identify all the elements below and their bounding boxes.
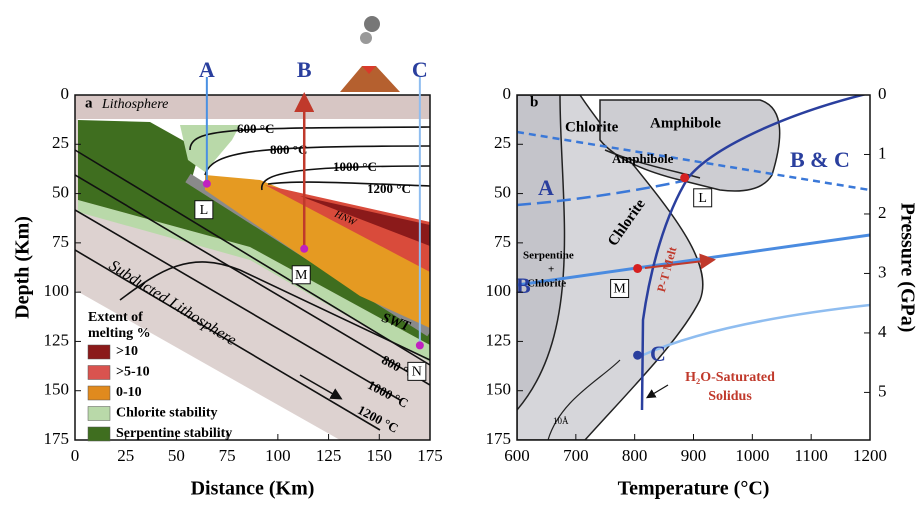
legend-swatch bbox=[88, 366, 110, 380]
legend-label: Chlorite stability bbox=[116, 406, 218, 421]
x-axis-title: Temperature (°C) bbox=[618, 478, 770, 500]
legend-label: >5-10 bbox=[116, 365, 150, 380]
y-tick-label: 150 bbox=[44, 380, 70, 399]
point bbox=[203, 180, 211, 188]
y-tick-label: 0 bbox=[61, 84, 70, 103]
point-label: M bbox=[613, 282, 626, 297]
y-tick-label: 150 bbox=[486, 380, 512, 399]
annotation: Solidus bbox=[708, 389, 752, 404]
point bbox=[300, 245, 308, 253]
annotation: Chlorite bbox=[527, 278, 566, 290]
point-label: L bbox=[200, 203, 209, 218]
legend-label: >10 bbox=[116, 344, 138, 359]
x-tick-label: 100 bbox=[265, 446, 291, 465]
y2-axis-title: Pressure (GPa) bbox=[896, 203, 918, 333]
y2-tick-label: 0 bbox=[878, 84, 887, 103]
x-tick-label: 600 bbox=[504, 446, 530, 465]
x-tick-label: 1000 bbox=[735, 446, 769, 465]
y-tick-label: 125 bbox=[44, 330, 70, 349]
y2-tick-label: 2 bbox=[878, 203, 887, 222]
y-tick-label: 100 bbox=[44, 281, 70, 300]
x-tick-label: 25 bbox=[117, 446, 134, 465]
point-label: L bbox=[698, 191, 707, 206]
annotation: Amphibole bbox=[612, 151, 674, 166]
point bbox=[633, 351, 642, 360]
legend-swatch bbox=[88, 345, 110, 359]
annotation: Chlorite bbox=[565, 119, 619, 135]
annotation: 10Å bbox=[553, 416, 569, 426]
x-tick-label: 175 bbox=[417, 446, 443, 465]
y-tick-label: 75 bbox=[52, 232, 69, 251]
x-tick-label: 1100 bbox=[794, 446, 827, 465]
y-tick-label: 175 bbox=[486, 429, 512, 448]
x-tick-label: 50 bbox=[168, 446, 185, 465]
y-tick-label: 75 bbox=[494, 232, 511, 251]
x-tick-label: 900 bbox=[681, 446, 707, 465]
legend-swatch bbox=[88, 386, 110, 400]
annotation: 1200 °C bbox=[367, 181, 411, 196]
legend-title: Extent of bbox=[88, 310, 143, 325]
y-tick-label: 100 bbox=[486, 281, 512, 300]
legend-swatch bbox=[88, 407, 110, 421]
annotation: Amphibole bbox=[650, 115, 721, 131]
annotation: 600 °C bbox=[237, 121, 274, 136]
point-label: N bbox=[412, 365, 422, 380]
y-tick-label: 125 bbox=[486, 330, 512, 349]
panel-label: a bbox=[85, 95, 93, 111]
phase-shapes bbox=[517, 93, 870, 440]
y-tick-label: 0 bbox=[503, 84, 512, 103]
legend-swatch bbox=[88, 427, 110, 441]
point bbox=[633, 264, 642, 273]
annotation: H₂O-Saturated bbox=[685, 370, 775, 385]
figure: a Lithosphere 600 °C 800 °C 1000 °C 1200… bbox=[0, 0, 922, 509]
point-label: M bbox=[295, 268, 308, 283]
x-tick-label: 0 bbox=[71, 446, 80, 465]
x-tick-label: 700 bbox=[563, 446, 589, 465]
y2-tick-label: 1 bbox=[878, 143, 887, 162]
y-tick-label: 25 bbox=[494, 133, 511, 152]
point bbox=[416, 341, 424, 349]
y2-tick-label: 5 bbox=[878, 381, 887, 400]
x-tick-label: 125 bbox=[316, 446, 342, 465]
volcano-plume bbox=[364, 16, 380, 32]
legend-title: melting % bbox=[88, 326, 151, 341]
point bbox=[680, 173, 689, 182]
legend-label: Serpentine stability bbox=[116, 426, 232, 441]
y-tick-label: 25 bbox=[52, 133, 69, 152]
x-tick-label: 150 bbox=[367, 446, 393, 465]
annotation: 800 °C bbox=[270, 142, 307, 157]
y-axis-title: Depth (Km) bbox=[12, 216, 34, 319]
annotation: A bbox=[538, 175, 554, 200]
annotation: Serpentine bbox=[523, 250, 574, 262]
annotation: C bbox=[650, 341, 666, 366]
annotation: B bbox=[516, 273, 531, 298]
y2-tick-label: 4 bbox=[878, 322, 887, 341]
x-tick-label: 800 bbox=[622, 446, 648, 465]
annotation: 1000 °C bbox=[333, 159, 377, 174]
x-tick-label: 1200 bbox=[853, 446, 887, 465]
y-tick-label: 175 bbox=[44, 429, 70, 448]
y-tick-label: 50 bbox=[52, 182, 69, 201]
profile-name: A bbox=[199, 57, 215, 82]
annotation: Lithosphere bbox=[101, 97, 168, 112]
annotation: B & C bbox=[790, 147, 850, 172]
y-tick-label: 50 bbox=[494, 182, 511, 201]
volcano-plume bbox=[360, 32, 372, 44]
panel-label: b bbox=[530, 94, 538, 110]
y2-tick-label: 3 bbox=[878, 262, 887, 281]
x-tick-label: 75 bbox=[219, 446, 236, 465]
profile-name: C bbox=[412, 57, 428, 82]
x-axis-title: Distance (Km) bbox=[191, 478, 315, 500]
legend-label: 0-10 bbox=[116, 385, 142, 400]
profile-name: B bbox=[297, 57, 312, 82]
annotation: + bbox=[548, 264, 554, 276]
